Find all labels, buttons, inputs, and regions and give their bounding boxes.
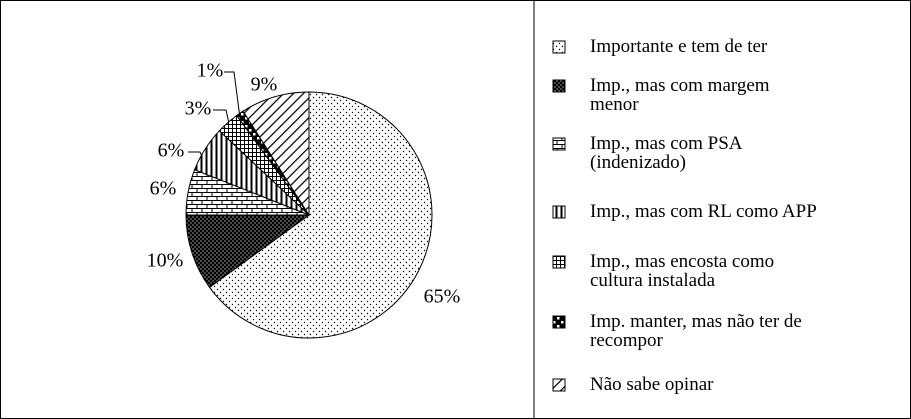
pie-slice [208,91,433,339]
legend-swatch [552,137,566,151]
legend-swatch [552,205,566,219]
pie-slice [242,91,310,217]
pie-slice [185,214,311,288]
data-label: 65% [424,286,461,308]
leader-line [224,71,241,119]
data-label: 10% [147,250,184,272]
legend-label: Imp., mas com margem menor [590,75,770,115]
data-label: 6% [158,140,185,162]
data-label: 3% [185,98,212,120]
legend-swatch [552,40,566,54]
legend-swatch [552,255,566,269]
legend-swatch [552,378,566,392]
legend-swatch [552,315,566,329]
data-label: 6% [150,178,177,200]
legend-label: Imp., mas com RL como APP [590,201,817,222]
legend-label: Importante e tem de ter [590,36,768,57]
data-label: 9% [251,74,278,96]
legend-label: Imp. manter, mas não ter de recompor [590,311,802,351]
data-label: 1% [197,60,224,82]
legend-label: Imp., mas com PSA (indenizado) [590,133,743,173]
legend-swatch [552,79,566,93]
legend-label: Imp., mas encosta como cultura instalada [590,251,775,291]
legend-label: Não sabe opinar [590,374,714,395]
